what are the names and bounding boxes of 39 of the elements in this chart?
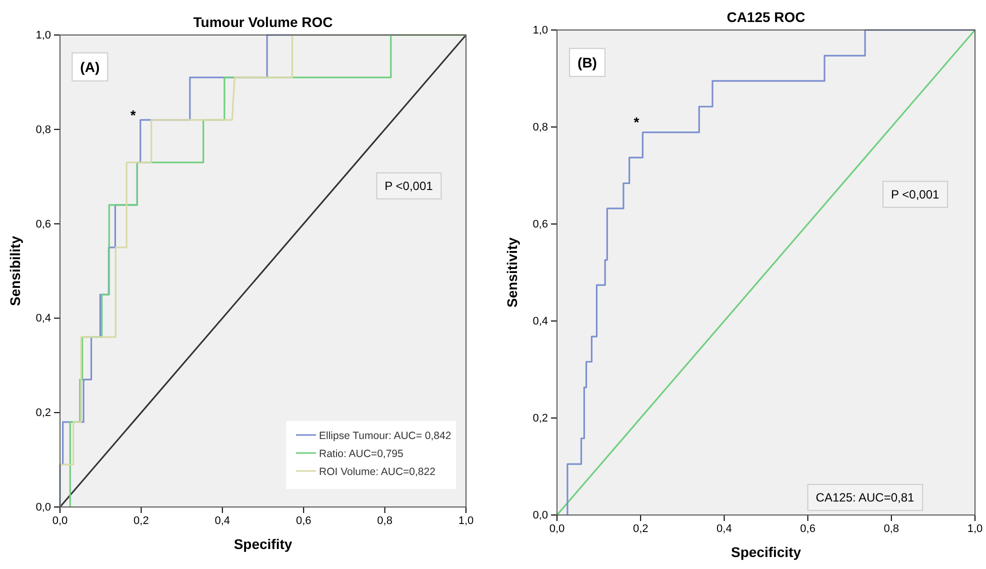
annotation: P <0,001 — [384, 178, 434, 193]
annotation: * — [634, 114, 640, 130]
x-tick-label: 0,8 — [377, 514, 392, 527]
y-tick-label: 1,0 — [532, 24, 548, 37]
y-tick-label: 0,8 — [36, 124, 51, 136]
chart-title: Tumour Volume ROC — [193, 14, 333, 30]
y-tick-label: 0,2 — [36, 407, 51, 420]
legend-label: Ratio: AUC=0,795 — [319, 448, 404, 460]
y-tick-label: 0,8 — [532, 122, 548, 134]
y-tick-label: 0,4 — [36, 312, 51, 325]
y-tick-label: 0,2 — [532, 412, 548, 425]
y-tick-label: 0,6 — [36, 218, 51, 230]
annotation: CA125: AUC=0,81 — [816, 490, 915, 504]
x-tick-label: 0,2 — [134, 514, 149, 527]
x-tick-label: 0,2 — [632, 522, 648, 535]
annotation: (B) — [578, 54, 597, 70]
x-tick-label: 0,0 — [52, 514, 68, 527]
annotation: P <0,001 — [891, 187, 940, 202]
x-tick-label: 1,0 — [967, 522, 983, 535]
annotation: (A) — [80, 58, 100, 75]
x-tick-label: 1,0 — [458, 514, 474, 527]
x-tick-label: 0,4 — [716, 522, 732, 535]
x-tick-label: 0,4 — [214, 514, 230, 527]
y-tick-label: 0,6 — [532, 218, 548, 231]
y-tick-label: 0,0 — [36, 502, 51, 514]
y-tick-label: 1,0 — [36, 30, 51, 42]
y-axis-title: Sensitivity — [504, 237, 520, 308]
x-axis-title: Specificity — [730, 544, 802, 560]
x-axis-title: Specifity — [234, 536, 292, 552]
x-tick-label: 0,0 — [549, 522, 565, 535]
y-axis-title: Sensibility — [7, 236, 23, 306]
annotation: * — [130, 107, 136, 124]
y-tick-label: 0,4 — [532, 316, 548, 328]
legend-label: ROI Volume: AUC=0,822 — [319, 466, 436, 478]
x-tick-label: 0,8 — [884, 522, 900, 535]
x-tick-label: 0,6 — [800, 522, 816, 535]
legend-label: Ellipse Tumour: AUC= 0,842 — [319, 430, 452, 442]
chart-title: CA125 ROC — [726, 9, 806, 25]
x-tick-label: 0,6 — [296, 514, 312, 527]
